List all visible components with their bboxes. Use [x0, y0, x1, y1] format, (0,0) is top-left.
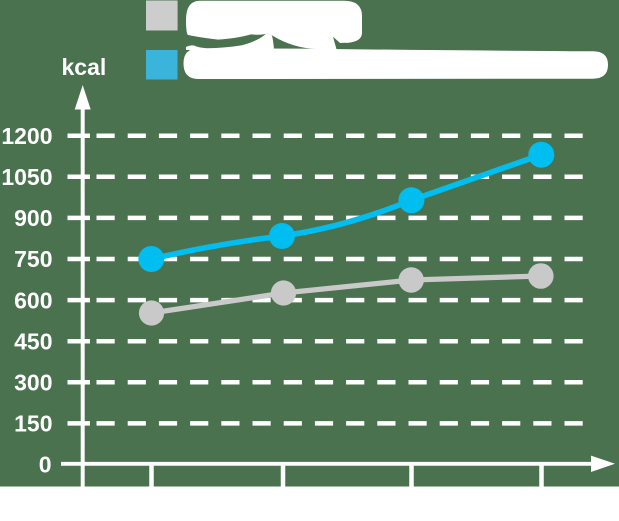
- svg-text:1050: 1050: [1, 164, 52, 190]
- svg-text:kcal: kcal: [62, 54, 107, 80]
- svg-text:1200: 1200: [1, 123, 52, 149]
- svg-text:750: 750: [14, 246, 52, 272]
- svg-text:300: 300: [14, 370, 52, 396]
- svg-text:450: 450: [14, 328, 52, 354]
- svg-text:600: 600: [14, 287, 52, 313]
- svg-text:0: 0: [39, 452, 52, 478]
- svg-text:150: 150: [14, 411, 52, 437]
- svg-text:900: 900: [14, 205, 52, 231]
